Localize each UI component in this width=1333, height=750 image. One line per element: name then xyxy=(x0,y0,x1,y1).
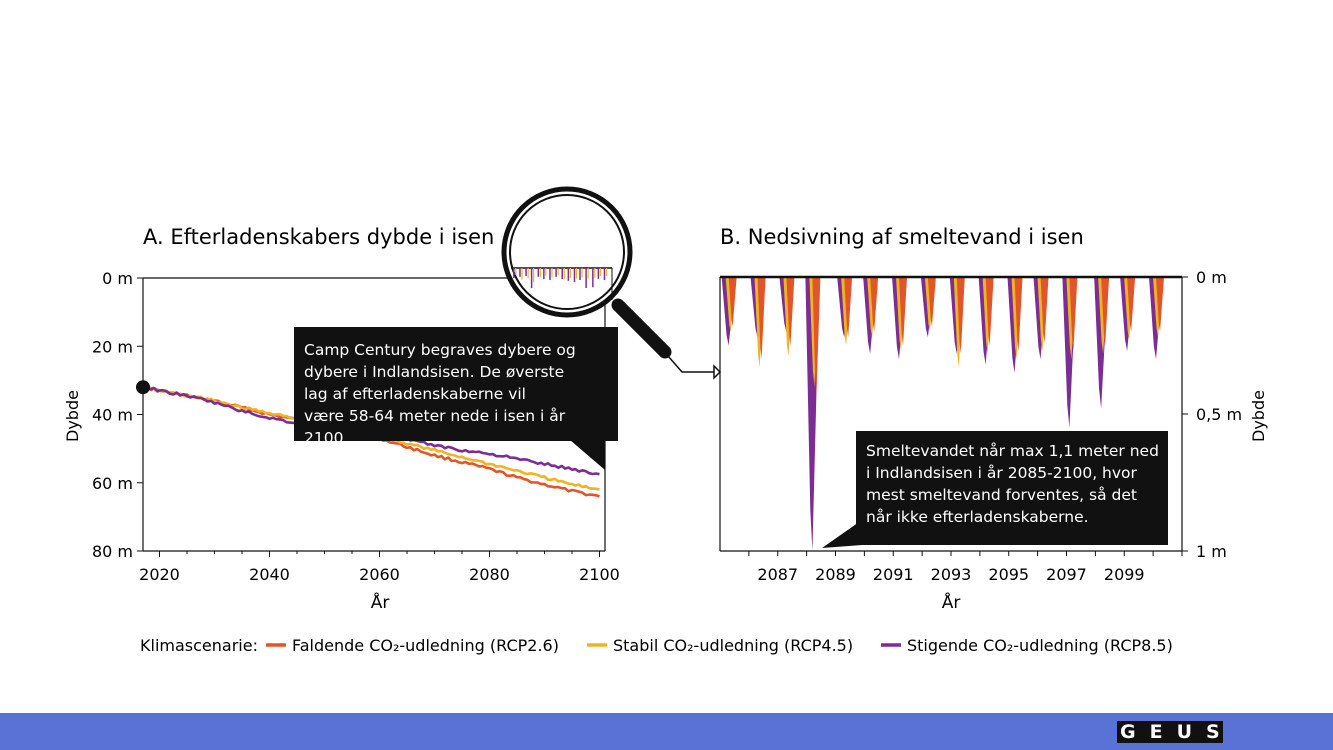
legend-item-label: Stabil CO₂-udledning (RCP4.5) xyxy=(613,636,853,655)
chart-a-x-tick-label: 2020 xyxy=(139,565,180,584)
chart-b-axes: 0 m 0,5 m 1 m 2087 2089 2091 2093 2095 2097 2099 xyxy=(719,268,1242,584)
chart-b-y-tick-label: 1 m xyxy=(1196,542,1227,561)
chart-a-xlabel: År xyxy=(371,591,390,613)
chart-b-x-tick-label: 2097 xyxy=(1046,565,1087,584)
footer-bar: G E U S xyxy=(0,713,1333,750)
chart-a-y-tick-label: 80 m xyxy=(92,542,133,561)
chart-b-melt-bar xyxy=(1014,277,1023,351)
chart-b-melt-bar xyxy=(1101,277,1110,346)
chart-b-melt-bar xyxy=(927,277,936,327)
chart-b-xlabel: År xyxy=(942,591,961,613)
chart-a-x-tick-label: 2040 xyxy=(249,565,290,584)
chart-b-melt-bar xyxy=(985,277,994,346)
chart-b-melt-bar xyxy=(1156,277,1165,332)
chart-b-x-tick-label: 2093 xyxy=(931,565,972,584)
legend-label: Klimascenarie: xyxy=(140,636,258,655)
chart-b-melt-bar xyxy=(844,277,853,338)
chart-b-annotation: Smeltevandet når max 1,1 meter ned i Indl… xyxy=(822,431,1168,548)
legend-item-label: Stigende CO₂-udledning (RCP8.5) xyxy=(907,636,1173,655)
legend: Klimascenarie: Faldende CO₂-udledning (R… xyxy=(140,636,1173,655)
chart-a-annotation-text: Camp Century begraves dybere og dybere i … xyxy=(304,341,576,447)
chart-a-axes: 0 m 20 m 40 m 60 m 80 m 2020 2040 2060 2080 2100 xyxy=(92,269,620,584)
chart-b-melt-bar xyxy=(757,277,766,360)
chart-b-x-tick-label: 2095 xyxy=(988,565,1029,584)
chart-b-y-tick-label: 0,5 m xyxy=(1196,405,1242,424)
chart-a-y-tick-label: 60 m xyxy=(92,474,133,493)
chart-b-melt-bar xyxy=(1040,277,1049,343)
chart-b-melt-bar xyxy=(870,277,879,332)
chart-b-melt-bar xyxy=(899,277,908,346)
chart-b-title: B. Nedsivning af smeltevand i isen xyxy=(720,225,1084,249)
magnifier-detail xyxy=(511,267,613,300)
chart-a-y-tick-label: 20 m xyxy=(92,337,133,356)
chart-b-x-tick-label: 2087 xyxy=(757,565,798,584)
chart-b-melt-bar xyxy=(1127,277,1136,332)
chart-b-melt-bar xyxy=(1069,277,1078,351)
chart-a-ylabel: Dybde xyxy=(63,390,82,442)
chart-a-y-tick-label: 0 m xyxy=(102,269,133,288)
chart-b-melt-bar xyxy=(786,277,795,346)
magnifier-icon xyxy=(501,186,722,380)
chart-b-melt-bar xyxy=(728,277,737,327)
chart-b-melt-bar xyxy=(956,277,965,354)
chart-b-annotation-text: Smeltevandet når max 1,1 meter ned i Indl… xyxy=(866,442,1159,526)
chart-a-y-tick-label: 40 m xyxy=(92,406,133,425)
chart-a-x-tick-label: 2060 xyxy=(359,565,400,584)
chart-b-ylabel: Dybde xyxy=(1249,390,1268,442)
chart-b-x-tick-label: 2089 xyxy=(815,565,856,584)
chart-a-x-tick-label: 2100 xyxy=(579,565,620,584)
chart-a-x-tick-label: 2080 xyxy=(469,565,510,584)
chart-a-start-point xyxy=(136,380,150,395)
chart-b-y-tick-label: 0 m xyxy=(1196,268,1227,287)
chart-b-series xyxy=(721,277,1165,551)
chart-canvas: A. Efterladenskabers dybde i isen 0 m 20 … xyxy=(63,186,1268,655)
chart-b-x-tick-label: 2091 xyxy=(873,565,914,584)
chart-a-title: A. Efterladenskabers dybde i isen xyxy=(143,225,494,249)
legend-item-label: Faldende CO₂-udledning (RCP2.6) xyxy=(292,636,559,655)
geus-logo: G E U S xyxy=(1117,721,1223,743)
chart-b-x-tick-label: 2099 xyxy=(1104,565,1145,584)
chart-a-annotation: Camp Century begraves dybere og dybere i … xyxy=(294,327,618,470)
chart-b-melt-bar xyxy=(812,277,821,395)
